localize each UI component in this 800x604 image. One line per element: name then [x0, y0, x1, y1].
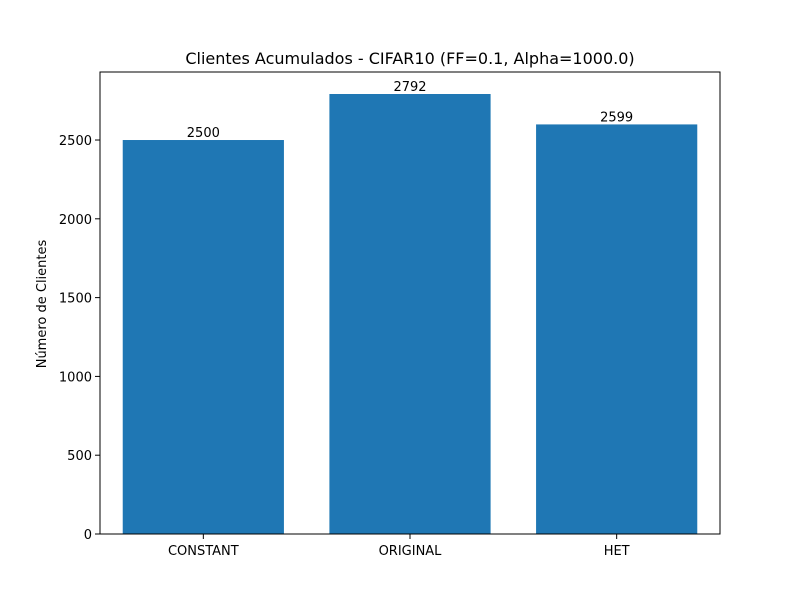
chart-title: Clientes Acumulados - CIFAR10 (FF=0.1, A… [185, 49, 634, 68]
y-tick-label: 500 [67, 449, 92, 464]
y-tick-label: 1000 [59, 370, 92, 385]
plot-frame [99, 71, 721, 535]
y-tick-label: 1500 [59, 292, 92, 307]
x-tick-label: CONSTANT [168, 544, 239, 559]
x-tick-label: HET [604, 544, 630, 559]
bar-constant [122, 140, 284, 534]
y-axis-label: Número de Clientes [35, 239, 50, 368]
plot-area: 2500 CONSTANT 2792 ORIGINAL 2599 HET 0 500 1000 1… [59, 71, 721, 559]
y-tick-label: 2500 [59, 134, 92, 149]
data-label-original: 2792 [393, 80, 426, 95]
y-tick-label: 0 [84, 528, 92, 543]
x-tick-label: ORIGINAL [379, 544, 443, 559]
y-tick-label: 2000 [59, 213, 92, 228]
data-label-constant: 2500 [187, 126, 220, 141]
bar-het [536, 124, 698, 535]
data-label-het: 2599 [600, 110, 633, 125]
bar-original [329, 94, 491, 534]
